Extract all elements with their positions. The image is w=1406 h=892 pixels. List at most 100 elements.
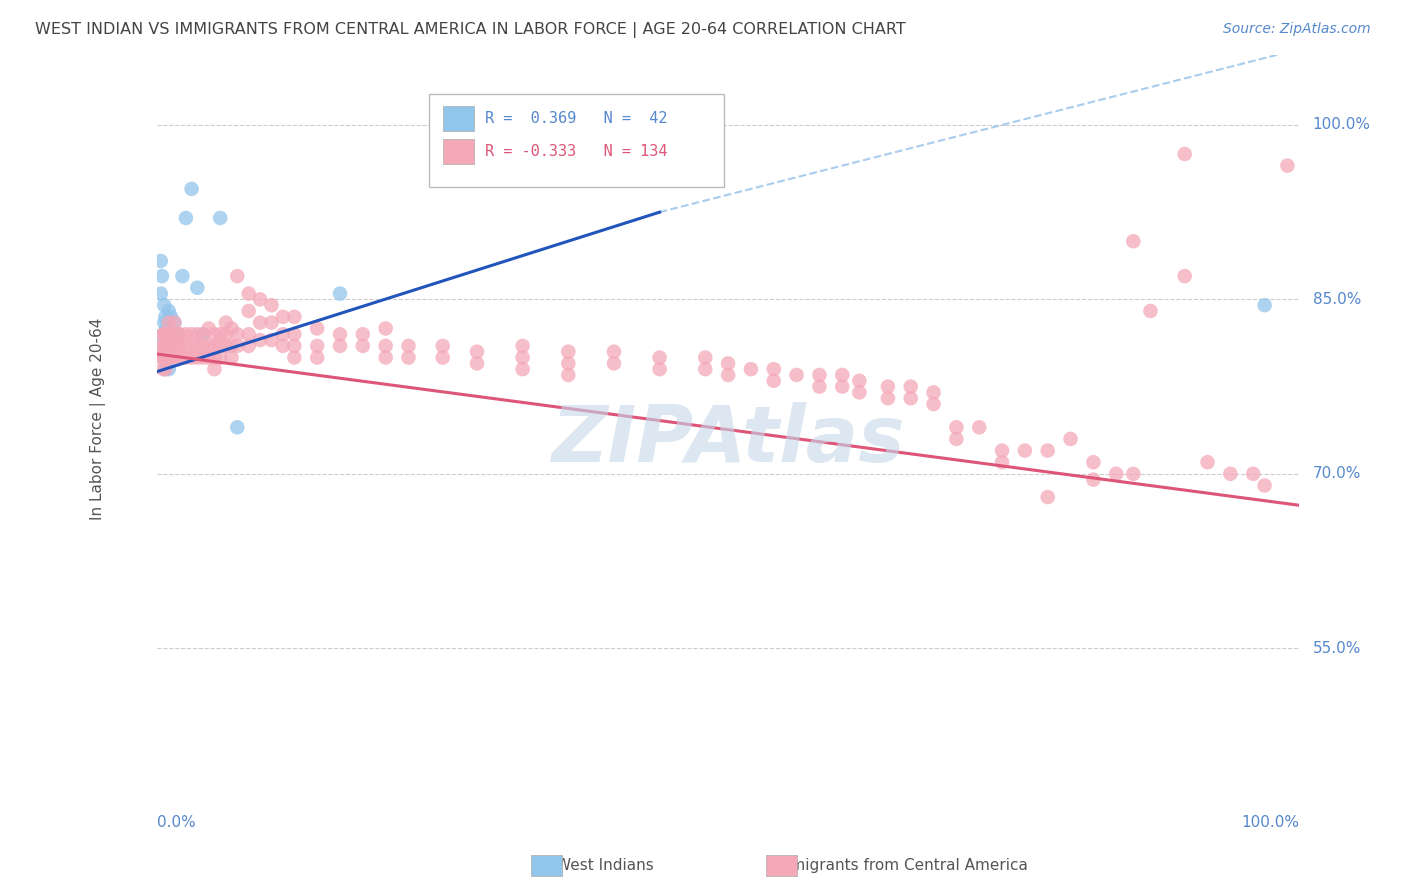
- Point: [831, 368, 853, 382]
- Point: [155, 362, 177, 376]
- Point: [155, 321, 177, 335]
- Point: [374, 321, 396, 335]
- Point: [1219, 467, 1241, 481]
- Text: 100.0%: 100.0%: [1313, 118, 1371, 132]
- Point: [352, 327, 374, 342]
- Point: [152, 327, 174, 342]
- Point: [152, 351, 174, 365]
- Point: [155, 327, 177, 342]
- Point: [226, 420, 249, 434]
- Point: [153, 316, 176, 330]
- Point: [808, 379, 831, 393]
- Point: [209, 211, 232, 225]
- Point: [221, 339, 243, 353]
- Point: [174, 339, 197, 353]
- Point: [1059, 432, 1081, 446]
- Text: R =  0.369   N =  42: R = 0.369 N = 42: [485, 112, 668, 126]
- Point: [226, 327, 249, 342]
- Point: [157, 327, 180, 342]
- Point: [209, 351, 232, 365]
- Point: [167, 339, 190, 353]
- Point: [174, 327, 197, 342]
- Point: [238, 327, 260, 342]
- Point: [967, 420, 990, 434]
- Point: [991, 455, 1014, 469]
- Point: [155, 339, 177, 353]
- Text: In Labor Force | Age 20-64: In Labor Force | Age 20-64: [90, 318, 105, 520]
- Point: [191, 351, 214, 365]
- Point: [249, 316, 271, 330]
- Point: [1139, 304, 1161, 318]
- Point: [152, 339, 174, 353]
- Point: [209, 327, 232, 342]
- Text: West Indians: West Indians: [555, 858, 654, 872]
- Point: [1105, 467, 1128, 481]
- Point: [160, 327, 183, 342]
- Point: [155, 351, 177, 365]
- Point: [149, 254, 172, 268]
- Point: [160, 339, 183, 353]
- Point: [209, 339, 232, 353]
- Point: [808, 368, 831, 382]
- Point: [1174, 269, 1197, 284]
- Point: [740, 362, 762, 376]
- Point: [283, 339, 305, 353]
- Point: [512, 362, 534, 376]
- Point: [153, 327, 176, 342]
- Point: [150, 269, 173, 284]
- Point: [260, 333, 283, 347]
- Point: [249, 333, 271, 347]
- Point: [174, 211, 197, 225]
- Point: [150, 351, 173, 365]
- Point: [226, 339, 249, 353]
- Point: [157, 362, 180, 376]
- Point: [163, 327, 186, 342]
- Point: [157, 316, 180, 330]
- Point: [186, 281, 208, 295]
- Point: [155, 351, 177, 365]
- Point: [157, 304, 180, 318]
- Point: [163, 316, 186, 330]
- Point: [307, 339, 329, 353]
- Point: [204, 327, 226, 342]
- Point: [153, 351, 176, 365]
- Point: [374, 339, 396, 353]
- Point: [150, 339, 173, 353]
- Point: [1197, 455, 1219, 469]
- Point: [329, 339, 352, 353]
- Point: [512, 339, 534, 353]
- Point: [157, 351, 180, 365]
- Point: [167, 327, 190, 342]
- Point: [167, 327, 190, 342]
- Point: [1253, 478, 1275, 492]
- Point: [215, 316, 238, 330]
- Point: [717, 368, 740, 382]
- Point: [831, 379, 853, 393]
- Point: [260, 316, 283, 330]
- Point: [155, 351, 177, 365]
- Point: [260, 298, 283, 312]
- Point: [848, 385, 870, 400]
- Point: [174, 351, 197, 365]
- Point: [1174, 147, 1197, 161]
- Point: [1122, 234, 1144, 248]
- Point: [169, 339, 191, 353]
- Point: [157, 327, 180, 342]
- Point: [155, 339, 177, 353]
- Point: [180, 351, 202, 365]
- Point: [1241, 467, 1264, 481]
- Point: [197, 351, 219, 365]
- Point: [398, 339, 420, 353]
- Point: [180, 339, 202, 353]
- Point: [1036, 443, 1059, 458]
- Point: [160, 339, 183, 353]
- Point: [155, 362, 177, 376]
- Point: [398, 351, 420, 365]
- Point: [557, 344, 579, 359]
- Point: [169, 351, 191, 365]
- Point: [180, 327, 202, 342]
- Point: [153, 351, 176, 365]
- Text: 100.0%: 100.0%: [1241, 814, 1299, 830]
- Point: [156, 327, 179, 342]
- Point: [186, 339, 208, 353]
